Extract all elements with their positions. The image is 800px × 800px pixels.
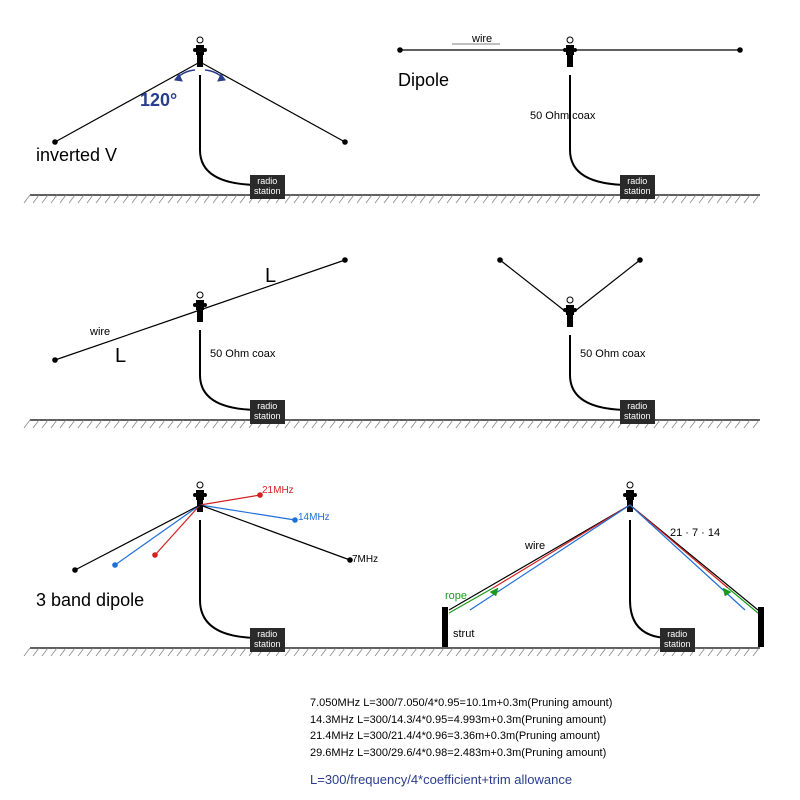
dipole-wire-label: wire (472, 33, 492, 45)
strut-right (758, 607, 764, 647)
radio-box-5: radiostation (250, 628, 285, 652)
tilted-coax-label: 50 Ohm coax (210, 348, 275, 360)
title-3band: 3 band dipole (36, 590, 144, 611)
tilted-L-right: L (265, 265, 276, 288)
radio-box-4: radiostation (620, 400, 655, 424)
radio-box-3: radiostation (250, 400, 285, 424)
radio-box-6: radiostation (660, 628, 695, 652)
radio-box-1: radiostation (250, 175, 285, 199)
strut-freq-label: 21 · 7 · 14 (670, 527, 720, 539)
title-inverted-v: inverted V (36, 145, 117, 166)
formula-main: L=300/frequency/4*coefficient+trim allow… (310, 772, 572, 787)
tilted-wire-label: wire (90, 326, 110, 338)
diagram-canvas: 21MHz 14MHz 7MHz (0, 0, 800, 800)
title-dipole: Dipole (398, 70, 449, 91)
angle-label: 120° (140, 90, 177, 111)
svg-text:14MHz: 14MHz (298, 512, 330, 523)
svg-text:21MHz: 21MHz (262, 485, 294, 496)
formula-rows: 7.050MHz L=300/7.050/4*0.95=10.1m+0.3m(P… (310, 695, 612, 761)
vshape-coax-label: 50 Ohm coax (580, 348, 645, 360)
radio-box-2: radiostation (620, 175, 655, 199)
strut-strut-label: strut (453, 628, 474, 640)
strut-wire-label: wire (525, 540, 545, 552)
strut-left (442, 607, 448, 647)
tilted-L-left: L (115, 345, 126, 368)
dipole-coax-label: 50 Ohm coax (530, 110, 595, 122)
strut-rope-label: rope (445, 590, 467, 602)
svg-text:7MHz: 7MHz (352, 554, 378, 565)
